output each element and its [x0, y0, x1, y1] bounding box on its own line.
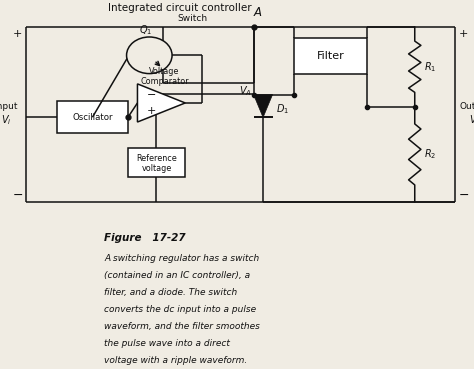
Text: −: − — [12, 189, 23, 202]
Text: $V_A$: $V_A$ — [239, 84, 252, 98]
Text: voltage: voltage — [141, 164, 172, 173]
Text: $R_2$: $R_2$ — [424, 148, 436, 161]
Text: +: + — [459, 28, 468, 38]
Text: Integrated circuit controller: Integrated circuit controller — [108, 3, 252, 13]
Text: $Q_1$: $Q_1$ — [139, 23, 152, 37]
Text: −: − — [458, 189, 469, 202]
Text: Filter: Filter — [317, 51, 345, 61]
Text: Figure   17-27: Figure 17-27 — [104, 233, 186, 243]
Text: filter, and a diode. The switch: filter, and a diode. The switch — [104, 288, 237, 297]
Text: +: + — [147, 106, 156, 116]
Text: Reference: Reference — [136, 154, 177, 163]
Text: Input: Input — [0, 102, 18, 111]
Text: A switching regulator has a switch: A switching regulator has a switch — [104, 254, 260, 263]
Text: Output: Output — [459, 102, 474, 111]
Text: Comparator: Comparator — [140, 77, 189, 86]
Text: converts the dc input into a pulse: converts the dc input into a pulse — [104, 305, 256, 314]
Text: (contained in an IC controller), a: (contained in an IC controller), a — [104, 271, 250, 280]
Polygon shape — [254, 94, 273, 117]
Text: Switch: Switch — [177, 14, 207, 23]
Text: Oscillator: Oscillator — [72, 113, 113, 122]
Text: +: + — [13, 28, 22, 38]
Text: voltage with a ripple waveform.: voltage with a ripple waveform. — [104, 356, 247, 365]
Circle shape — [127, 37, 172, 73]
Text: $V_o$: $V_o$ — [469, 113, 474, 127]
Polygon shape — [137, 84, 185, 122]
Bar — [57, 101, 128, 134]
Text: Voltage: Voltage — [149, 67, 180, 76]
Text: −: − — [147, 90, 156, 100]
Bar — [128, 148, 185, 177]
Text: $V_i$: $V_i$ — [1, 113, 11, 127]
Text: $R_1$: $R_1$ — [424, 60, 436, 74]
Text: waveform, and the filter smoothes: waveform, and the filter smoothes — [104, 322, 260, 331]
Text: $A$: $A$ — [254, 6, 263, 19]
Bar — [294, 38, 367, 75]
Text: $D_1$: $D_1$ — [276, 102, 290, 115]
Text: the pulse wave into a direct: the pulse wave into a direct — [104, 339, 230, 348]
